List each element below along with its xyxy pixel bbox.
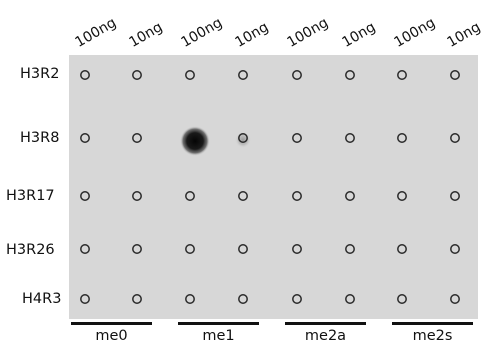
dot-spot: [80, 244, 90, 254]
group-bar-me0: [71, 322, 152, 325]
column-label-1: 100ng: [72, 14, 120, 51]
dot-spot: [80, 191, 90, 201]
dot-spot: [397, 294, 407, 304]
row-label-h4r3: H4R3: [22, 291, 62, 307]
dot-spot: [450, 294, 460, 304]
group-label-me0: me0: [95, 328, 128, 344]
dot-spot: [450, 133, 460, 143]
dot-spot: [132, 191, 142, 201]
dot-spot: [132, 244, 142, 254]
row-label-h3r26: H3R26: [6, 242, 55, 258]
group-bar-me1: [178, 322, 259, 325]
dot-spot: [397, 70, 407, 80]
group-bar-me2s: [392, 322, 473, 325]
dot-spot: [397, 191, 407, 201]
dot-spot: [450, 191, 460, 201]
group-bar-me2a: [285, 322, 366, 325]
dot-spot: [450, 244, 460, 254]
dot-spot: [292, 191, 302, 201]
group-label-me2a: me2a: [304, 328, 347, 344]
dot-spot: [185, 244, 195, 254]
dot-spot: [292, 294, 302, 304]
column-label-4: 10ng: [232, 19, 272, 51]
column-label-2: 10ng: [126, 19, 166, 51]
dot-spot: [238, 191, 248, 201]
dot-spot: [292, 70, 302, 80]
column-label-7: 100ng: [391, 14, 439, 51]
dot-spot: [185, 191, 195, 201]
row-label-h3r17: H3R17: [6, 188, 55, 204]
group-label-me1: me1: [202, 328, 235, 344]
dot-spot: [345, 244, 355, 254]
dot-spot: [292, 244, 302, 254]
dot-spot: [238, 70, 248, 80]
dot-spot: [450, 70, 460, 80]
dot-spot: [132, 133, 142, 143]
dot-spot: [80, 294, 90, 304]
dot-spot: [80, 133, 90, 143]
dot-spot: [238, 244, 248, 254]
dot-signal-strong: [180, 126, 210, 156]
dot-spot: [292, 133, 302, 143]
dot-spot: [132, 70, 142, 80]
row-label-h3r8: H3R8: [20, 130, 60, 146]
column-label-6: 10ng: [339, 19, 379, 51]
row-label-h3r2: H3R2: [20, 66, 60, 82]
dot-spot: [345, 133, 355, 143]
dot-spot: [238, 294, 248, 304]
dot-spot: [185, 70, 195, 80]
blot-dots: [80, 70, 460, 304]
blot-membrane: [69, 55, 478, 319]
group-label-me2s: me2s: [412, 328, 453, 344]
dot-spot: [80, 70, 90, 80]
dot-spot: [397, 133, 407, 143]
dot-spot: [397, 244, 407, 254]
dot-spot: [238, 133, 248, 143]
dot-spot: [185, 294, 195, 304]
column-label-3: 100ng: [178, 14, 226, 51]
column-label-8: 10ng: [444, 19, 484, 51]
dot-spot: [345, 294, 355, 304]
column-label-5: 100ng: [284, 14, 332, 51]
dot-spot: [132, 294, 142, 304]
dot-spot: [345, 191, 355, 201]
dot-spot: [345, 70, 355, 80]
